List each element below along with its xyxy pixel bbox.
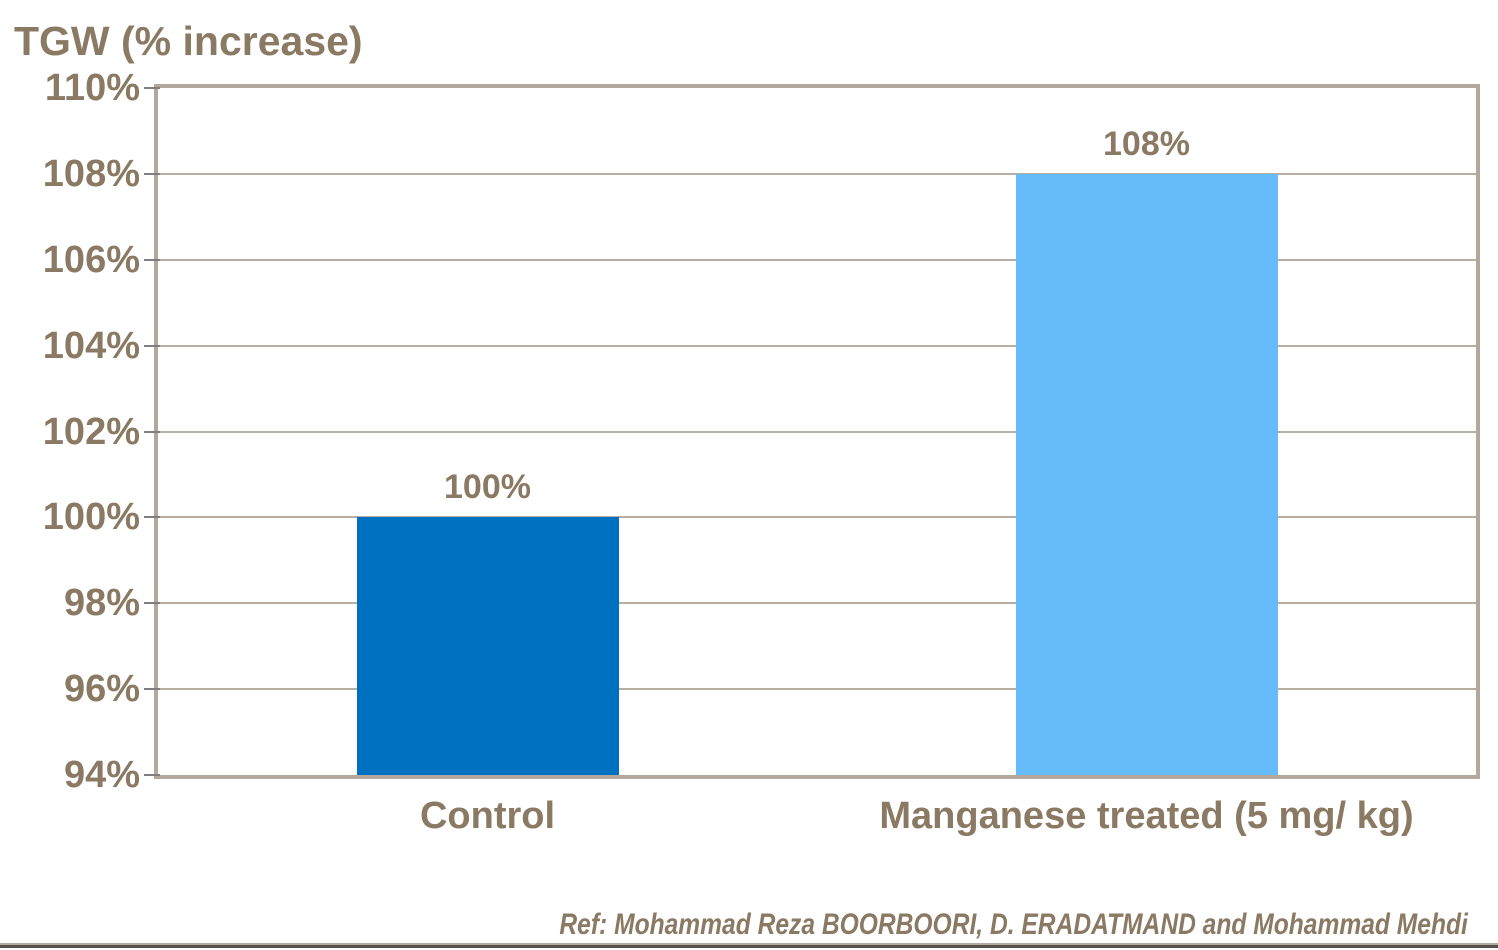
y-axis-tick-label: 108%	[42, 152, 140, 195]
gridline	[158, 688, 1476, 691]
gridline	[158, 430, 1476, 433]
reference-text: Ref: Mohammad Reza BOORBOORI, D. ERADATM…	[559, 908, 1468, 941]
y-axis-tick-label: 106%	[42, 238, 140, 281]
gridline	[158, 602, 1476, 605]
y-axis-tick	[144, 258, 160, 261]
x-axis-category-label: Manganese treated (5 mg/ kg)	[879, 795, 1414, 837]
y-axis-tick	[144, 516, 160, 519]
y-axis-tick	[144, 430, 160, 433]
y-axis-tick	[144, 774, 160, 776]
y-axis-tick-label: 94%	[63, 754, 140, 796]
y-axis-tick	[144, 87, 160, 89]
gridline	[158, 344, 1476, 347]
y-axis-tick	[144, 344, 160, 347]
bar-manganese-treated-5-mg-kg	[1015, 173, 1278, 775]
gridline	[158, 258, 1476, 261]
y-axis-tick-label: 100%	[42, 496, 140, 539]
y-axis-tick-label: 102%	[42, 410, 140, 453]
bottom-divider-highlight	[0, 943, 1498, 945]
y-axis-tick-label: 104%	[42, 324, 140, 367]
bar-value-label: 108%	[1103, 124, 1190, 163]
y-axis-tick-label: 98%	[63, 582, 140, 625]
gridline	[158, 516, 1476, 519]
x-axis-category-label: Control	[419, 795, 556, 837]
y-axis-tick	[144, 602, 160, 605]
y-axis-tick-label: 96%	[63, 668, 140, 711]
y-axis-tick	[144, 172, 160, 175]
bar-control	[356, 517, 619, 775]
y-axis-tick	[144, 688, 160, 691]
bar-value-label: 100%	[444, 468, 531, 507]
chart-title: TGW (% increase)	[14, 18, 363, 64]
gridline	[158, 172, 1476, 175]
bottom-divider	[0, 945, 1498, 948]
y-axis-tick-label: 110%	[44, 67, 140, 109]
